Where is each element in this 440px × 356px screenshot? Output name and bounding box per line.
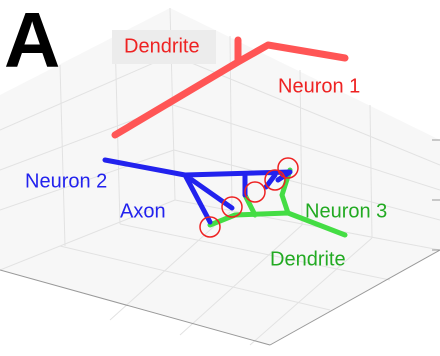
label: Axon [120, 200, 166, 222]
figure: A Dendrite Neuron 1 Neuron 2 Axon Neuron… [0, 0, 440, 351]
label: Neuron 1 [278, 75, 360, 97]
label: Dendrite [270, 248, 346, 270]
label: Dendrite [124, 35, 200, 57]
label: Neuron 2 [25, 170, 107, 192]
label: Neuron 3 [305, 200, 387, 222]
panel-label: A [4, 0, 60, 84]
